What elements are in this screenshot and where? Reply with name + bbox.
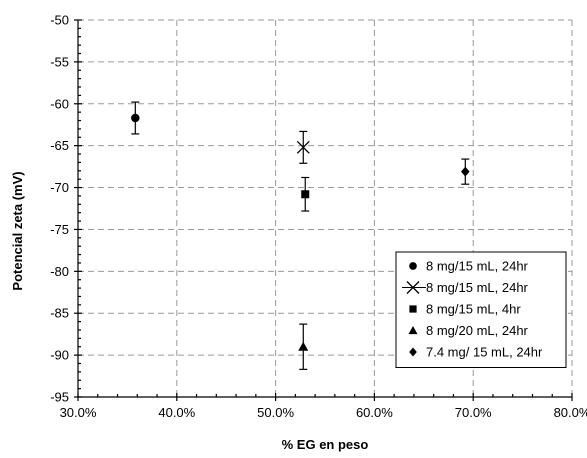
legend-label: 8 mg/20 mL, 24hr bbox=[426, 323, 529, 338]
x-tick-label: 40.0% bbox=[158, 405, 195, 420]
data-point-x bbox=[296, 140, 310, 154]
legend-label: 8 mg/15 mL, 24hr bbox=[426, 259, 529, 274]
y-tick-label: -50 bbox=[50, 13, 69, 28]
y-tick-label: -80 bbox=[50, 264, 69, 279]
axes bbox=[74, 19, 573, 401]
legend-marker-triangle bbox=[408, 326, 418, 335]
legend: 8 mg/15 mL, 24hr 8 mg/15 mL, 24hr 8 mg/15 … bbox=[395, 251, 567, 368]
legend-marker-square bbox=[409, 305, 417, 313]
legend-marker-circle bbox=[409, 262, 417, 270]
x-tick-label: 80.0% bbox=[554, 405, 587, 420]
legend-box bbox=[395, 251, 567, 368]
legend-label: 7.4 mg/ 15 mL, 24hr bbox=[426, 345, 543, 360]
x-tick-label: 30.0% bbox=[60, 405, 97, 420]
y-tick-label: -90 bbox=[50, 348, 69, 363]
y-tick-label: -95 bbox=[50, 390, 69, 405]
legend-label: 8 mg/15 mL, 4hr bbox=[426, 302, 521, 317]
data-point-circle bbox=[131, 113, 140, 123]
data-point-diamond bbox=[461, 166, 470, 177]
y-tick-label: -60 bbox=[50, 96, 69, 111]
y-tick-label: -55 bbox=[50, 54, 69, 69]
x-tick-label: 60.0% bbox=[356, 405, 393, 420]
legend-label: 8 mg/15 mL, 24hr bbox=[426, 280, 529, 295]
y-tick-label: -85 bbox=[50, 306, 69, 321]
legend-marker-diamond bbox=[409, 347, 417, 357]
x-axis-title: % EG en peso bbox=[282, 437, 369, 452]
x-tick-label: 50.0% bbox=[257, 405, 294, 420]
y-tick-label: -70 bbox=[50, 180, 69, 195]
tick-labels: -95 -90 -85 -80 -75 -70 -65 -60 -55 -50 30.0% 40.0%… bbox=[50, 13, 587, 421]
data-points bbox=[131, 101, 470, 370]
legend-marker-x bbox=[406, 281, 420, 294]
x-tick-label: 70.0% bbox=[455, 405, 492, 420]
y-tick-label: -75 bbox=[50, 222, 69, 237]
y-axis-title: Potencial zeta (mV) bbox=[10, 171, 25, 290]
y-tick-label: -65 bbox=[50, 138, 69, 153]
data-point-triangle bbox=[298, 341, 309, 351]
data-point-square bbox=[301, 190, 310, 199]
